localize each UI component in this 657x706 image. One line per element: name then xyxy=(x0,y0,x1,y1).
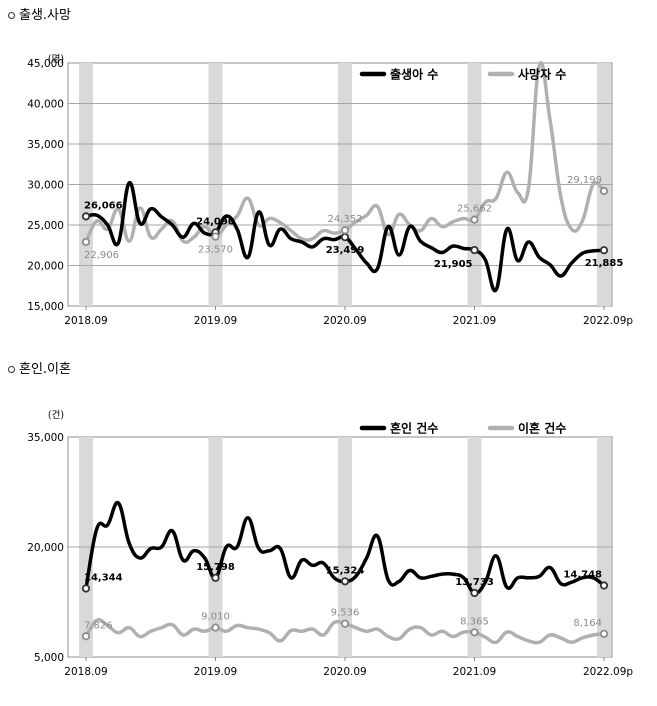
data-point-marker xyxy=(599,629,609,638)
y-tick-label: 25,000 xyxy=(27,220,64,232)
data-label: 15,324 xyxy=(326,565,365,576)
x-tick-label: 2019.09 xyxy=(194,666,237,678)
data-point-marker xyxy=(211,573,220,582)
data-label: 24,352 xyxy=(328,214,363,225)
y-unit-label: (명) xyxy=(48,54,64,65)
section-title-marriages-divorces: 혼인.이혼 xyxy=(8,358,71,377)
y-tick-label: 35,000 xyxy=(27,139,64,151)
data-point-marker xyxy=(81,632,91,641)
data-point-marker xyxy=(211,623,220,632)
data-label: 21,885 xyxy=(585,258,624,269)
data-label: 22,906 xyxy=(84,250,119,261)
data-point-marker xyxy=(470,588,479,598)
data-label: 24,090 xyxy=(196,216,235,227)
section-title-text: 출생.사망 xyxy=(19,8,71,23)
bullet-icon xyxy=(8,12,15,19)
data-point-marker xyxy=(81,584,91,593)
data-label: 23,570 xyxy=(198,245,233,256)
data-label: 21,905 xyxy=(434,259,473,270)
y-tick-label: 5,000 xyxy=(34,652,64,664)
data-label: 26,066 xyxy=(84,200,123,211)
data-point-marker xyxy=(81,212,91,221)
data-point-marker xyxy=(470,215,479,224)
x-tick-label: 2018.09 xyxy=(64,666,107,678)
section-title-text: 혼인.이혼 xyxy=(19,362,71,377)
data-label: 9,010 xyxy=(201,612,230,623)
section-title-births-deaths: 출생.사망 xyxy=(8,4,71,23)
data-point-marker xyxy=(340,619,350,628)
x-tick-label: 2020.09 xyxy=(323,315,366,327)
x-tick-label: 2018.09 xyxy=(64,315,107,327)
births-deaths-chart: 15,000 20,000 25,000 30,000 35,000 40,000 45,0… xyxy=(27,54,633,327)
data-point-marker xyxy=(81,237,91,247)
y-tick-label: 15,000 xyxy=(27,301,64,313)
y-tick-label: 40,000 xyxy=(27,99,64,111)
data-label: 7,826 xyxy=(84,620,113,631)
legend-label: 출생아 수 xyxy=(390,67,438,82)
y-tick-label: 30,000 xyxy=(27,180,64,192)
legend-label: 혼인 건수 xyxy=(390,421,438,436)
data-label: 29,199 xyxy=(567,175,602,186)
data-point-marker xyxy=(599,186,609,196)
data-label: 13,733 xyxy=(455,577,494,588)
bullet-icon xyxy=(8,366,15,373)
data-label: 8,365 xyxy=(460,616,489,627)
y-tick-label: 45,000 xyxy=(27,58,64,70)
y-tick-label: 35,000 xyxy=(27,432,64,444)
data-point-marker xyxy=(340,226,350,235)
y-tick-label: 20,000 xyxy=(27,542,64,554)
x-tick-label: 2021.09 xyxy=(453,315,496,327)
data-point-marker xyxy=(599,581,609,590)
legend-label: 사망자 수 xyxy=(518,67,566,82)
y-unit-label: (건) xyxy=(48,410,64,421)
x-tick-label: 2020.09 xyxy=(323,666,366,678)
data-label: 23,499 xyxy=(326,245,365,256)
data-label: 9,536 xyxy=(331,608,360,619)
x-tick-label: 2022.09p xyxy=(583,315,633,327)
data-point-marker xyxy=(470,628,479,637)
x-tick-label: 2022.09p xyxy=(583,666,633,678)
data-point-marker xyxy=(599,246,609,255)
data-label: 15,798 xyxy=(196,562,235,573)
series-line-2 xyxy=(84,61,606,245)
data-label: 25,662 xyxy=(457,204,492,215)
x-tick-label: 2021.09 xyxy=(453,666,496,678)
data-label: 14,344 xyxy=(84,572,123,583)
legend-label: 이혼 건수 xyxy=(518,421,566,436)
data-label: 8,164 xyxy=(573,618,602,629)
y-tick-label: 20,000 xyxy=(27,261,64,273)
x-tick-label: 2019.09 xyxy=(194,315,237,327)
data-label: 14,748 xyxy=(563,570,602,581)
data-point-marker xyxy=(211,232,220,241)
data-point-marker xyxy=(470,245,479,255)
data-point-marker xyxy=(340,577,350,586)
